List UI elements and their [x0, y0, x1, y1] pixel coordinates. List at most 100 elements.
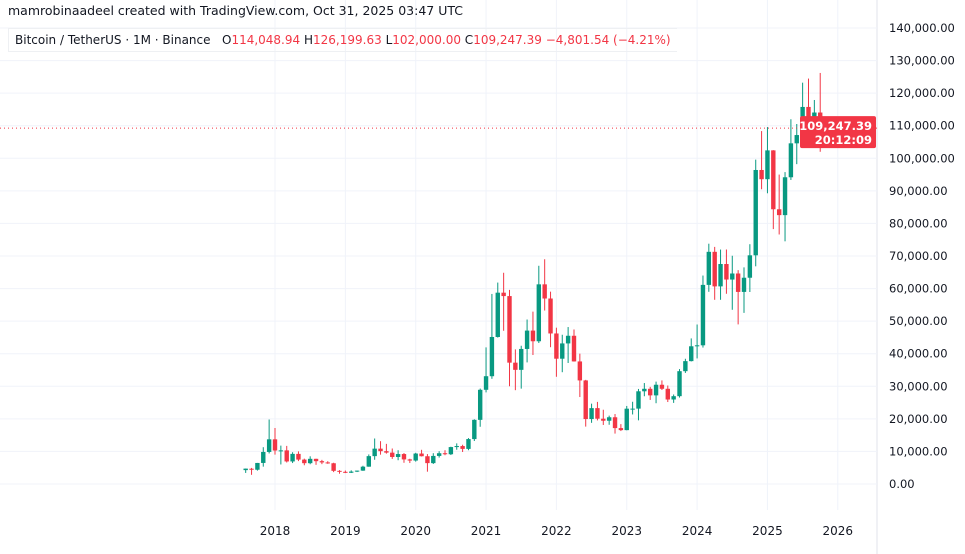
- candle-2019-11: [401, 453, 407, 463]
- candle-body: [694, 345, 700, 347]
- candle-2022-10: [606, 415, 612, 425]
- candle-2024-11: [753, 159, 758, 267]
- y-tick-label: 30,000.00: [889, 379, 948, 393]
- candle-body: [313, 458, 319, 462]
- candle-body: [536, 284, 542, 342]
- candle-2025-04: [782, 172, 788, 242]
- high-value: 126,199.63: [313, 33, 382, 47]
- candle-2017-09: [249, 467, 254, 475]
- x-tick-label: 2023: [611, 524, 642, 538]
- candle-2022-01: [554, 327, 559, 377]
- candle-body: [436, 453, 442, 456]
- candle-body: [689, 346, 694, 362]
- candle-2019-05: [366, 454, 371, 467]
- candle-body: [776, 209, 782, 216]
- candle-body: [390, 452, 395, 457]
- candle-2022-09: [601, 409, 606, 425]
- candle-2023-05: [648, 386, 653, 400]
- candle-2020-08: [454, 443, 459, 450]
- candle-2019-04: [360, 465, 366, 471]
- candle-body: [454, 446, 459, 448]
- candle-body: [243, 468, 248, 471]
- candle-2021-02: [489, 293, 495, 379]
- candle-body: [331, 463, 336, 471]
- candle-2020-07: [448, 446, 454, 456]
- y-tick-label: 10,000.00: [889, 444, 948, 458]
- candle-body: [648, 388, 653, 396]
- close-label: C: [464, 33, 474, 47]
- candle-body: [302, 459, 307, 464]
- candle-body: [700, 284, 706, 346]
- x-tick-label: 2025: [752, 524, 783, 538]
- candle-2020-11: [472, 419, 477, 442]
- candle-2023-07: [659, 380, 665, 390]
- candle-body: [765, 150, 770, 180]
- candle-body: [606, 417, 612, 421]
- x-tick-label: 2019: [330, 524, 361, 538]
- candle-2021-11: [542, 259, 547, 311]
- candle-2021-08: [524, 319, 530, 363]
- x-tick-label: 2022: [541, 524, 572, 538]
- candle-body: [642, 388, 647, 392]
- candle-body: [583, 380, 588, 420]
- candle-2019-03: [354, 470, 360, 473]
- candle-body: [683, 361, 688, 372]
- y-tick-label: 100,000.00: [889, 151, 955, 165]
- candle-body: [548, 298, 553, 334]
- candle-body: [472, 419, 477, 440]
- candle-2018-02: [278, 445, 284, 465]
- candle-body: [659, 384, 665, 389]
- open-label: O: [221, 33, 232, 47]
- candle-2023-06: [653, 381, 659, 404]
- candle-2021-06: [513, 349, 518, 391]
- close-value: 109,247.39: [473, 33, 542, 47]
- candle-2023-04: [642, 383, 647, 397]
- candle-body: [425, 456, 430, 464]
- candle-body: [565, 335, 571, 344]
- candle-body: [343, 471, 348, 473]
- candle-body: [378, 448, 383, 452]
- candle-2022-11: [612, 414, 618, 434]
- candle-2025-05: [788, 119, 794, 180]
- y-tick-label: 90,000.00: [889, 184, 948, 198]
- candle-body: [730, 273, 735, 280]
- candle-2024-03: [706, 243, 712, 292]
- candle-body: [524, 330, 530, 349]
- candle-body: [307, 458, 313, 464]
- candle-2020-06: [442, 450, 448, 456]
- candle-body: [255, 462, 260, 470]
- y-tick-label: 70,000.00: [889, 249, 948, 263]
- candle-body: [431, 455, 436, 464]
- candle-body: [636, 391, 641, 409]
- candle-body: [489, 336, 495, 377]
- candle-body: [624, 408, 629, 431]
- candle-2023-11: [683, 358, 688, 373]
- candles: [243, 72, 823, 475]
- candle-2023-10: [677, 369, 682, 398]
- y-tick-label: 110,000.00: [889, 119, 955, 133]
- candle-2020-02: [419, 449, 424, 457]
- candle-2022-05: [577, 353, 583, 398]
- symbol-label[interactable]: Bitcoin / TetherUS · 1M · Binance: [15, 33, 211, 47]
- candle-body: [788, 143, 794, 178]
- candle-body: [513, 362, 518, 370]
- last-price-label-box: [800, 116, 876, 149]
- candle-2019-10: [395, 450, 401, 461]
- candle-body: [630, 408, 635, 410]
- candle-2017-08: [243, 468, 248, 473]
- candle-2020-01: [413, 452, 418, 462]
- candle-body: [753, 169, 758, 256]
- candle-2025-01: [765, 127, 770, 194]
- x-tick-label: 2024: [682, 524, 713, 538]
- candle-body: [724, 264, 729, 280]
- candle-body: [290, 453, 295, 462]
- candle-body: [466, 439, 471, 449]
- price-axis: 0.00 10,000.00 20,000.00 30,000.00 40,000.00…: [889, 21, 955, 491]
- candle-body: [401, 454, 407, 460]
- candle-body: [554, 333, 559, 359]
- candle-body: [372, 448, 377, 457]
- candle-body: [601, 418, 606, 421]
- candle-2024-06: [724, 249, 729, 294]
